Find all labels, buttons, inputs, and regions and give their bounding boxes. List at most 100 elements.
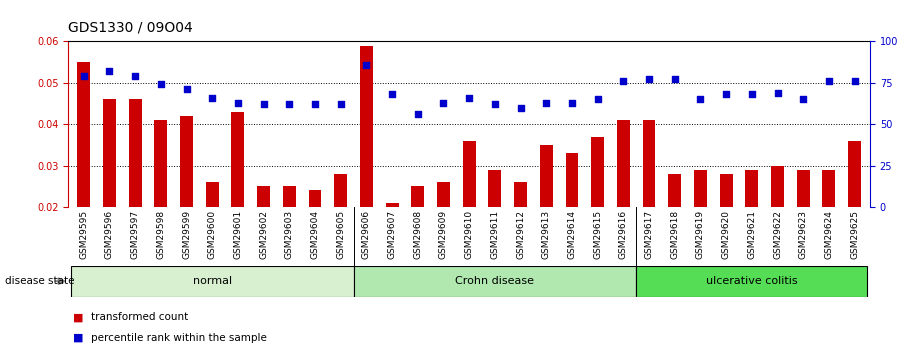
Bar [206, 182, 219, 290]
Text: GSM29616: GSM29616 [619, 210, 628, 259]
Bar [180, 116, 193, 290]
Point [436, 100, 451, 106]
Bar [437, 182, 450, 290]
Text: GSM29604: GSM29604 [311, 210, 320, 259]
Text: normal: normal [192, 276, 231, 286]
Bar [309, 190, 322, 290]
Bar [154, 120, 168, 290]
Point [411, 111, 425, 117]
Bar [463, 141, 476, 290]
Text: GSM29611: GSM29611 [490, 210, 499, 259]
Point [668, 77, 682, 82]
Bar [412, 186, 425, 290]
Bar [334, 174, 347, 290]
Point [719, 92, 733, 97]
Bar [385, 203, 398, 290]
Text: GSM29617: GSM29617 [644, 210, 653, 259]
Point [770, 90, 784, 96]
Text: GSM29621: GSM29621 [747, 210, 756, 259]
Point [308, 101, 322, 107]
Text: GSM29620: GSM29620 [722, 210, 731, 259]
Bar [642, 120, 655, 290]
Bar [797, 170, 810, 290]
Bar [771, 166, 784, 290]
Point [154, 82, 169, 87]
Point [179, 87, 194, 92]
Point [359, 62, 374, 67]
Text: GSM29598: GSM29598 [157, 210, 165, 259]
Text: GSM29605: GSM29605 [336, 210, 345, 259]
Point [384, 92, 399, 97]
Bar [353, 266, 636, 297]
Text: ■: ■ [73, 313, 84, 322]
Text: GSM29595: GSM29595 [79, 210, 88, 259]
Point [539, 100, 554, 106]
Point [693, 97, 708, 102]
Bar [591, 137, 604, 290]
Text: GSM29612: GSM29612 [516, 210, 525, 259]
Bar [636, 266, 867, 297]
Text: GSM29615: GSM29615 [593, 210, 602, 259]
Bar [669, 174, 681, 290]
Point [487, 101, 502, 107]
Text: GSM29602: GSM29602 [259, 210, 268, 259]
Bar [231, 112, 244, 290]
Text: percentile rank within the sample: percentile rank within the sample [91, 333, 267, 343]
Text: GSM29624: GSM29624 [824, 210, 834, 259]
Point [77, 73, 91, 79]
Text: GSM29622: GSM29622 [773, 210, 782, 259]
Text: GSM29614: GSM29614 [568, 210, 577, 259]
Bar [514, 182, 527, 290]
Text: GDS1330 / 09O04: GDS1330 / 09O04 [68, 20, 193, 34]
Bar [848, 141, 861, 290]
Point [822, 78, 836, 84]
Text: GSM29618: GSM29618 [670, 210, 680, 259]
Text: GSM29623: GSM29623 [799, 210, 808, 259]
Text: GSM29608: GSM29608 [414, 210, 423, 259]
Bar [617, 120, 630, 290]
Bar [103, 99, 116, 290]
Text: GSM29609: GSM29609 [439, 210, 448, 259]
Text: GSM29599: GSM29599 [182, 210, 191, 259]
Text: GSM29600: GSM29600 [208, 210, 217, 259]
Text: GSM29610: GSM29610 [465, 210, 474, 259]
Point [205, 95, 220, 100]
Point [256, 101, 271, 107]
Bar [71, 266, 353, 297]
Bar [128, 99, 141, 290]
Point [796, 97, 811, 102]
Text: ulcerative colitis: ulcerative colitis [706, 276, 798, 286]
Bar [566, 153, 578, 290]
Text: GSM29619: GSM29619 [696, 210, 705, 259]
Bar [77, 62, 90, 290]
Text: GSM29596: GSM29596 [105, 210, 114, 259]
Point [744, 92, 759, 97]
Bar [745, 170, 758, 290]
Text: disease state: disease state [5, 276, 74, 286]
Point [590, 97, 605, 102]
Point [128, 73, 142, 79]
Point [102, 68, 117, 74]
Text: GSM29625: GSM29625 [850, 210, 859, 259]
Text: ■: ■ [73, 333, 84, 343]
Point [513, 105, 527, 110]
Point [333, 101, 348, 107]
Text: GSM29606: GSM29606 [362, 210, 371, 259]
Text: GSM29603: GSM29603 [285, 210, 294, 259]
Bar [283, 186, 296, 290]
Text: transformed count: transformed count [91, 313, 189, 322]
Text: GSM29601: GSM29601 [233, 210, 242, 259]
Point [462, 95, 476, 100]
Point [230, 100, 245, 106]
Bar [257, 186, 270, 290]
Point [282, 101, 297, 107]
Bar [360, 46, 373, 290]
Bar [720, 174, 732, 290]
Point [616, 78, 630, 84]
Point [847, 78, 862, 84]
Text: GSM29613: GSM29613 [542, 210, 551, 259]
Point [565, 100, 579, 106]
Text: Crohn disease: Crohn disease [456, 276, 535, 286]
Bar [488, 170, 501, 290]
Text: GSM29607: GSM29607 [387, 210, 396, 259]
